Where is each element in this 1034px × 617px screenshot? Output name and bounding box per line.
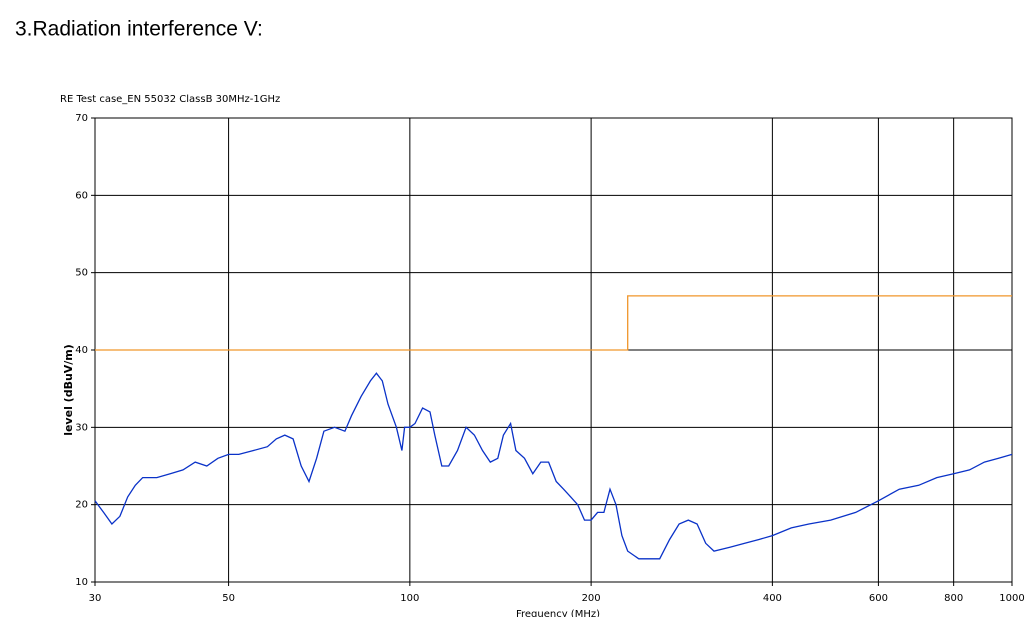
y-tick-label: 20 (75, 500, 88, 511)
x-tick-label: 200 (582, 593, 601, 604)
chart-title: RE Test case_EN 55032 ClassB 30MHz-1GHz (60, 94, 280, 105)
y-tick-label: 60 (75, 190, 88, 201)
x-tick-label: 600 (869, 593, 888, 604)
x-axis-label: Frequency (MHz) (516, 609, 600, 617)
y-tick-label: 10 (75, 577, 88, 588)
y-tick-label: 40 (75, 345, 88, 356)
x-tick-label: 800 (944, 593, 963, 604)
y-tick-label: 50 (75, 268, 88, 279)
x-tick-label: 30 (89, 593, 102, 604)
x-tick-label: 400 (763, 593, 782, 604)
y-axis-label: level (dBuV/m) (62, 344, 75, 436)
series-line (94, 372, 1013, 560)
y-tick-label: 30 (75, 422, 88, 433)
heading: 3.Radiation interference V: (15, 18, 263, 41)
x-tick-label: 100 (400, 593, 419, 604)
x-tick-label: 50 (222, 593, 235, 604)
y-tick-label: 70 (75, 113, 88, 124)
series-line (95, 295, 1012, 351)
x-tick-label: 1000 (999, 593, 1024, 604)
